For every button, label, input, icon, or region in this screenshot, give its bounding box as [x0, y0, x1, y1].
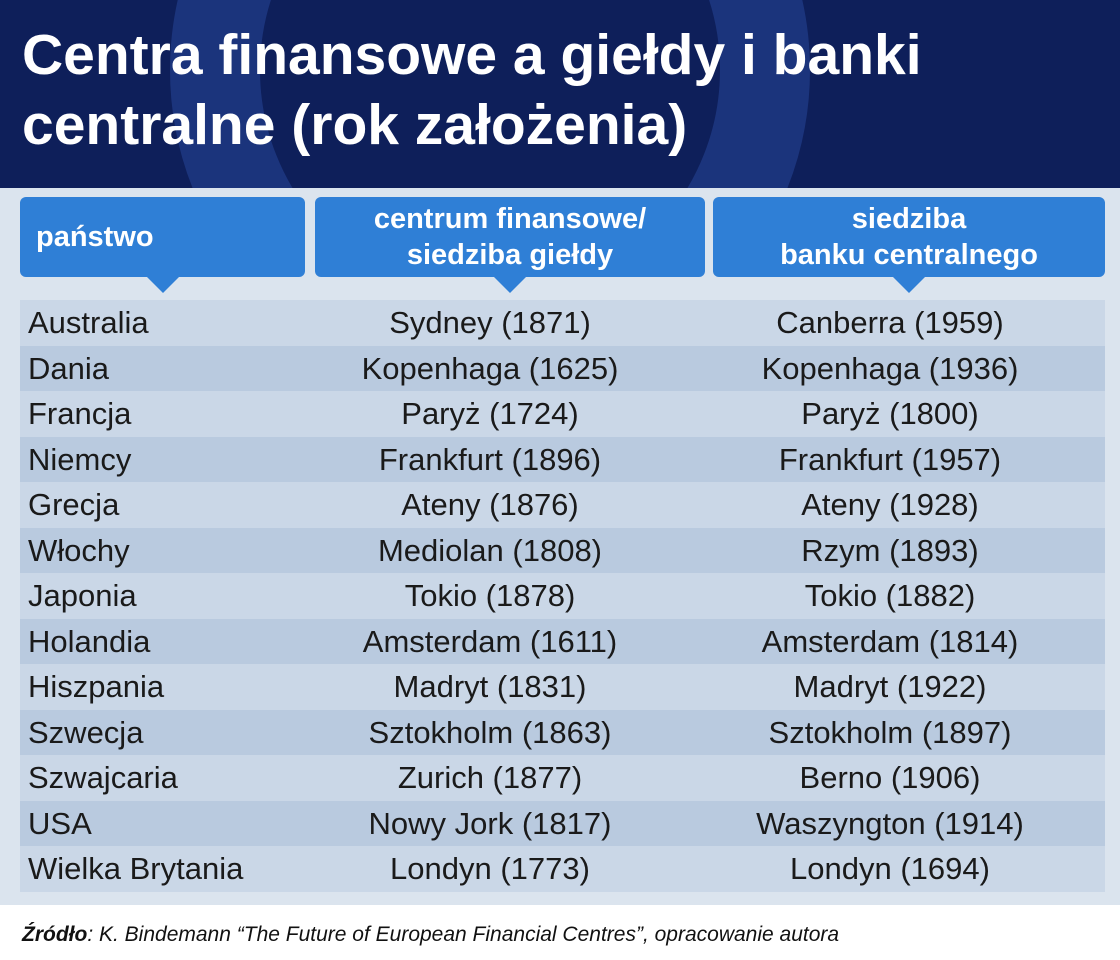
table-row: Hiszpania Madryt (1831) Madryt (1922)	[20, 664, 1105, 710]
cell: Francja	[28, 396, 132, 431]
cell: Amsterdam (1611)	[362, 623, 618, 659]
table-row: Wielka Brytania Londyn (1773) Londyn (1694…	[20, 846, 1105, 892]
cell: Sztokholm (1897)	[768, 714, 1012, 750]
cell: Szwecja	[28, 714, 144, 750]
table-row: Niemcy Frankfurt (1896) Frankfurt (1957)	[20, 436, 1105, 482]
column-header: państwo	[20, 197, 305, 293]
table-row: Szwajcaria Zurich (1877) Berno (1906)	[20, 755, 1105, 801]
cell: Niemcy	[28, 441, 132, 477]
cell: Ateny (1876)	[401, 487, 579, 522]
footer: Źródło: K. Bindemann “The Future of Euro…	[0, 905, 1120, 960]
cell: Waszyngton (1914)	[756, 805, 1024, 841]
cell: Londyn (1773)	[390, 851, 590, 886]
table-row: Szwecja Sztokholm (1863) Sztokholm (1897)	[20, 709, 1105, 755]
cell: Amsterdam (1814)	[761, 623, 1019, 659]
cell: Hiszpania	[28, 669, 165, 704]
cell: Sztokholm (1863)	[368, 714, 612, 750]
title: Centra finansowe a giełdy i banki centra…	[22, 23, 922, 157]
column-header: centrum finansowe/ siedziba giełdy	[315, 197, 705, 293]
cell: Frankfurt (1957)	[778, 441, 1002, 477]
cell: Zurich (1877)	[397, 760, 583, 795]
cell: Wielka Brytania	[28, 851, 244, 886]
cell: Frankfurt (1896)	[378, 441, 602, 477]
cell: Kopenhaga (1936)	[761, 350, 1019, 386]
cell: Mediolan (1808)	[377, 532, 603, 568]
table-row: Grecja Ateny (1876) Ateny (1928)	[20, 482, 1105, 528]
cell: Paryż (1800)	[801, 396, 979, 431]
cell: Kopenhaga (1625)	[361, 350, 619, 386]
table-row: Dania Kopenhaga (1625) Kopenhaga (1936)	[20, 345, 1105, 391]
table-row: USA Nowy Jork (1817) Waszyngton (1914)	[20, 800, 1105, 846]
cell: Holandia	[28, 623, 151, 659]
table-row: Francja Paryż (1724) Paryż (1800)	[20, 391, 1105, 437]
cell: Ateny (1928)	[801, 487, 979, 522]
cell: Tokio (1882)	[804, 578, 976, 613]
cell: Australia	[28, 305, 149, 340]
header: Centra finansowe a giełdy i banki centra…	[0, 0, 1120, 188]
cell: Dania	[28, 350, 109, 386]
cell: Londyn (1694)	[790, 851, 990, 886]
cell: Paryż (1724)	[401, 396, 579, 431]
source: Źródło: K. Bindemann “The Future of Euro…	[22, 923, 839, 947]
cell: Szwajcaria	[28, 760, 178, 795]
cell: Tokio (1878)	[404, 578, 576, 613]
table-row: Holandia Amsterdam (1611) Amsterdam (1814)	[20, 618, 1105, 664]
cell: Włochy	[28, 532, 130, 568]
cell: Grecja	[28, 487, 120, 522]
table-row: Włochy Mediolan (1808) Rzym (1893)	[20, 527, 1105, 573]
table-row: Japonia Tokio (1878) Tokio (1882)	[20, 573, 1105, 619]
cell: Canberra (1959)	[776, 305, 1004, 340]
cell: USA	[28, 805, 92, 841]
table-row: Australia Sydney (1871) Canberra (1959)	[20, 300, 1105, 346]
cell: Nowy Jork (1817)	[368, 805, 612, 841]
cell: Berno (1906)	[799, 760, 981, 795]
source-text: : K. Bindemann “The Future of European F…	[87, 923, 840, 946]
cell: Madryt (1922)	[793, 669, 987, 704]
decoration	[170, 0, 810, 188]
cell: Rzym (1893)	[801, 532, 979, 568]
column-header: siedziba banku centralnego	[713, 197, 1105, 293]
cell: Madryt (1831)	[393, 669, 587, 704]
cell: Sydney (1871)	[389, 305, 591, 340]
cell: Japonia	[28, 578, 137, 613]
source-label: Źródło	[22, 923, 88, 946]
